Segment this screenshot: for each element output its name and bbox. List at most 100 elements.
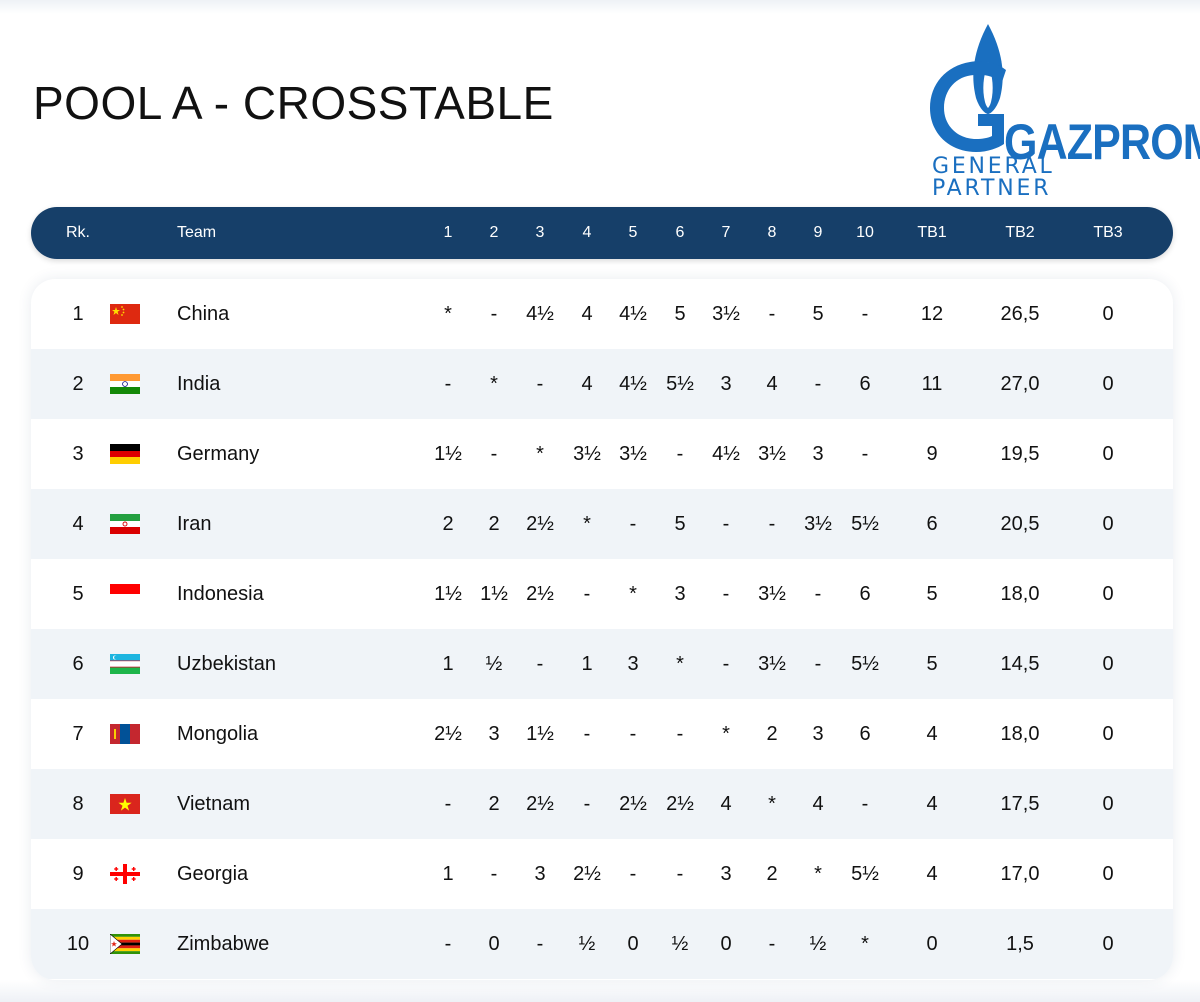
result-cell: - [490, 863, 498, 885]
tb1-cell: 0 [926, 933, 938, 955]
team-name[interactable]: Mongolia [177, 723, 259, 745]
result-cell: 1 [581, 653, 593, 675]
tb1-cell: 6 [926, 513, 938, 535]
result-cell: - [676, 723, 684, 745]
team-name[interactable]: China [177, 303, 230, 325]
table-row: 2 India - * - 4 4½ 5½ 3 4 - 6 11 27,0 0 [31, 349, 1173, 419]
rank-cell: 2 [72, 373, 84, 395]
table-row: 6 Uzbekistan 1 ½ - 1 3 * - 3½ - 5½ 5 14,5 0 [31, 629, 1173, 699]
result-cell: - [583, 793, 591, 815]
table-row: 4 Iran 2 2 2½ * - 5 - - 3½ 5½ 6 20,5 0 [31, 489, 1173, 559]
page-title: POOL A - CROSSTABLE [33, 77, 554, 129]
tb1-cell: 4 [926, 863, 938, 885]
header-col-5: 5 [628, 224, 638, 241]
tb2-cell: 17,5 [1000, 793, 1040, 815]
result-cell: 6 [859, 373, 871, 395]
result-cell: - [536, 653, 544, 675]
result-cell: - [676, 443, 684, 465]
tb1-cell: 5 [926, 653, 938, 675]
result-cell: 4 [766, 373, 778, 395]
tb2-cell: 14,5 [1000, 653, 1040, 675]
rank-cell: 4 [72, 513, 84, 535]
result-cell: * [444, 303, 452, 325]
table-row: 5 Indonesia 1½ 1½ 2½ - * 3 - 3½ - 6 5 18,0 0 [31, 559, 1173, 629]
tb2-cell: 17,0 [1000, 863, 1040, 885]
header-col-4: 4 [582, 224, 592, 241]
result-cell: ½ [578, 933, 596, 955]
header-col-1: 1 [443, 224, 453, 241]
team-name[interactable]: Germany [177, 443, 260, 465]
tb3-cell: 0 [1102, 303, 1114, 325]
logo-subtitle: GENERAL PARTNER [932, 154, 1055, 201]
result-cell: - [444, 793, 452, 815]
result-cell: 2½ [666, 793, 694, 815]
result-cell: 3 [674, 583, 686, 605]
result-cell: 4½ [526, 303, 554, 325]
team-name[interactable]: Iran [177, 513, 212, 535]
result-cell: - [861, 443, 869, 465]
team-name[interactable]: Zimbabwe [177, 933, 270, 955]
logo-wordmark: GAZPROM [1004, 114, 1200, 170]
result-cell: - [722, 513, 730, 535]
tb2-cell: 19,5 [1000, 443, 1040, 465]
rank-cell: 9 [72, 863, 84, 885]
result-cell: 4½ [619, 303, 647, 325]
team-name[interactable]: Vietnam [177, 793, 251, 815]
team-name[interactable]: Georgia [177, 863, 249, 885]
result-cell: - [444, 933, 452, 955]
team-name[interactable]: India [177, 373, 221, 395]
table-row: 7 Mongolia 2½ 3 1½ - - - * 2 3 6 4 18,0 0 [31, 699, 1173, 769]
germany-flag-icon [110, 444, 140, 464]
gazprom-logo: GAZPROM GENERAL PARTNER [926, 22, 1200, 200]
result-cell: 0 [488, 933, 500, 955]
header-col-3: 3 [535, 224, 545, 241]
tb1-cell: 4 [926, 793, 938, 815]
result-cell: * [722, 723, 730, 745]
table-row: 10 Zimbabwe - 0 - ½ 0 ½ 0 - ½ * 0 1,5 0 [31, 909, 1173, 979]
header-col-9: 9 [813, 224, 823, 241]
result-cell: 2 [766, 863, 778, 885]
tb3-cell: 0 [1102, 443, 1114, 465]
result-cell: 5½ [851, 863, 879, 885]
header-col-tb2: TB2 [1005, 224, 1035, 241]
result-cell: 3 [627, 653, 639, 675]
result-cell: 4 [581, 303, 593, 325]
result-cell: - [676, 863, 684, 885]
table-row: 3 Germany 1½ - * 3½ 3½ - 4½ 3½ 3 - 9 19,5 0 [31, 419, 1173, 489]
result-cell: - [814, 373, 822, 395]
result-cell: 3½ [712, 303, 740, 325]
result-cell: 6 [859, 583, 871, 605]
result-cell: 3½ [758, 653, 786, 675]
tb1-cell: 11 [921, 373, 943, 395]
result-cell: 3½ [758, 443, 786, 465]
team-name[interactable]: Uzbekistan [177, 653, 276, 675]
result-cell: * [861, 933, 869, 955]
gazprom-flame-icon [930, 24, 1006, 152]
tb2-cell: 27,0 [1000, 373, 1040, 395]
result-cell: 1½ [434, 443, 462, 465]
tb3-cell: 0 [1102, 583, 1114, 605]
tb3-cell: 0 [1102, 513, 1114, 535]
result-cell: - [536, 373, 544, 395]
result-cell: 2 [442, 513, 454, 535]
result-cell: ½ [485, 653, 503, 675]
result-cell: 2½ [619, 793, 647, 815]
team-name[interactable]: Indonesia [177, 583, 264, 605]
result-cell: - [861, 303, 869, 325]
result-cell: - [490, 443, 498, 465]
header-col-2: 2 [489, 224, 499, 241]
result-cell: 1 [442, 653, 454, 675]
result-cell: - [861, 793, 869, 815]
tb2-cell: 1,5 [1006, 933, 1034, 955]
result-cell: 2½ [526, 793, 554, 815]
result-cell: 3½ [573, 443, 601, 465]
result-cell: - [768, 303, 776, 325]
result-cell: 1½ [434, 583, 462, 605]
result-cell: - [629, 863, 637, 885]
rank-cell: 3 [72, 443, 84, 465]
tb3-cell: 0 [1102, 793, 1114, 815]
tb3-cell: 0 [1102, 863, 1114, 885]
header-col-10: 10 [856, 224, 874, 241]
result-cell: * [629, 583, 637, 605]
result-cell: 3 [720, 863, 732, 885]
